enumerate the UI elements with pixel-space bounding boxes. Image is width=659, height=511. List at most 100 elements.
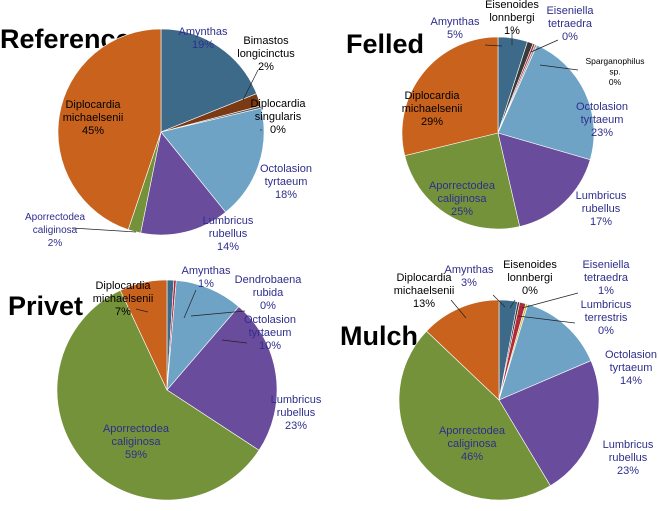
- slice-label-lumbricus-terrestris: Lumbricus terrestris 0%: [581, 299, 632, 337]
- slice-label-line: Eisenoides: [485, 0, 539, 11]
- slice-octolasion-tyrtaeum: [160, 107, 265, 213]
- chart-title: Mulch: [340, 321, 418, 351]
- slice-label-aporrectodea-caliginosa: Aporrectodea caliginosa 25%: [429, 180, 496, 218]
- slice-label-amynthas: Amynthas 3%: [445, 264, 494, 289]
- slice-label-octolasion-tyrtaeum: Octolasion tyrtaeum 23%: [576, 101, 628, 139]
- slice-label-bimastos-longicinctus: Bimastos longicinctus 2%: [237, 35, 295, 73]
- slice-label-diplocardia-michaelsenii: Diplocardia michaelsenii 29%: [402, 90, 463, 128]
- slice-label-dendrobaena-rubida: Dendrobaena rubida 0%: [235, 274, 303, 312]
- slice-label-line: caliginosa: [448, 438, 498, 450]
- slice-label-line: terrestris: [585, 312, 628, 324]
- leader-line: [521, 292, 579, 309]
- pie-reference: Reference Amynthas 19% Bimastos longicinctus…: [0, 24, 312, 253]
- leader-line: [492, 294, 506, 308]
- slice-label-lumbricus-rubellus: Lumbricus rubellus 14%: [203, 215, 254, 253]
- slice-label-line: Aporrectodea: [439, 425, 506, 437]
- slice-label-eisenoides-lonnbergi: Eisenoides lonnbergi 0%: [503, 259, 557, 297]
- slice-label-line: Eisenoides: [503, 259, 557, 271]
- slice-label-line: tyrtaeum: [581, 114, 624, 126]
- slice-label-line: sp.: [609, 67, 620, 77]
- slice-label-line: Lumbricus: [271, 394, 322, 406]
- slice-aporrectodea-caliginosa: [56, 289, 260, 501]
- slice-label-line: Aporrectodea: [25, 212, 85, 223]
- slice-label-aporrectodea-caliginosa: Aporrectodea caliginosa 59%: [103, 423, 170, 461]
- slice-label-line: 25%: [451, 206, 473, 218]
- slice-label-line: 59%: [125, 449, 147, 461]
- slice-label-octolasion-tyrtaeum: Octolasion tyrtaeum 10%: [244, 314, 296, 352]
- leader-line: [242, 69, 259, 101]
- slice-lumbricus-rubellus: [140, 131, 227, 236]
- slice-aporrectodea-caliginosa: [404, 132, 521, 230]
- slice-label-line: Amynthas: [179, 26, 228, 38]
- slice-label-line: 1%: [504, 25, 520, 37]
- slice-label-line: 23%: [285, 420, 307, 432]
- slice-label-line: Eiseniella: [546, 5, 594, 17]
- slice-label-line: Amynthas: [182, 265, 231, 277]
- slice-label-line: rubellus: [609, 452, 648, 464]
- slice-label-line: 23%: [591, 127, 613, 139]
- slice-label-line: Amynthas: [431, 16, 480, 28]
- chart-title: Privet: [8, 291, 83, 321]
- slice-label-line: 2%: [48, 238, 63, 249]
- slice-label-line: Eiseniella: [582, 259, 630, 271]
- slice-label-line: michaelsenii: [394, 285, 455, 297]
- slice-label-octolasion-tyrtaeum: Octolasion tyrtaeum 18%: [260, 163, 312, 201]
- pie-privet: Privet Amynthas 1% Dendrobaena rubida 0%Octol…: [8, 265, 322, 501]
- slice-label-line: 1%: [598, 285, 614, 297]
- slice-label-line: Lumbricus: [581, 299, 632, 311]
- slice-label-line: 0%: [270, 124, 286, 136]
- slice-label-line: 1%: [198, 278, 214, 290]
- slice-amynthas: [160, 28, 257, 133]
- slice-label-line: 0%: [260, 300, 276, 312]
- slice-diplocardia-michaelsenii: [401, 36, 499, 157]
- slice-label-line: lonnbergi: [489, 12, 534, 24]
- slice-label-eisenoides-lonnbergi: Eisenoides lonnbergi 1%: [485, 0, 539, 37]
- slice-lumbricus-rubellus: [166, 306, 278, 451]
- slice-label-line: 0%: [609, 77, 622, 87]
- slice-label-line: 0%: [598, 325, 614, 337]
- slice-label-line: 13%: [413, 298, 435, 310]
- slice-label-line: 19%: [192, 39, 214, 51]
- leader-line: [183, 289, 197, 319]
- slice-label-line: tetraedra: [548, 18, 593, 30]
- slice-label-line: Aporrectodea: [429, 180, 496, 192]
- slice-label-line: tyrtaeum: [265, 176, 308, 188]
- slice-label-line: rubellus: [209, 228, 248, 240]
- slice-diplocardia-michaelsenii: [119, 279, 168, 391]
- slice-label-line: 14%: [620, 375, 642, 387]
- slice-label-diplocardia-michaelsenii: Diplocardia michaelsenii 13%: [394, 272, 455, 310]
- slice-label-diplocardia-michaelsenii: Diplocardia michaelsenii 7%: [93, 280, 154, 318]
- slice-label-line: caliginosa: [438, 193, 488, 205]
- leader-line: [539, 64, 579, 71]
- slice-label-amynthas: Amynthas 5%: [431, 16, 480, 41]
- slice-label-lumbricus-rubellus: Lumbricus rubellus 17%: [576, 190, 627, 228]
- slice-label-line: 46%: [461, 451, 483, 463]
- slice-label-line: Dendrobaena: [235, 274, 303, 286]
- leader-line: [484, 44, 503, 47]
- leader-line: [450, 299, 467, 319]
- chart-title: Felled: [346, 29, 424, 59]
- slice-label-line: lonnbergi: [507, 272, 552, 284]
- slice-label-line: Aporrectodea: [103, 423, 170, 435]
- slice-label-line: Lumbricus: [576, 190, 627, 202]
- leader-line: [530, 39, 559, 53]
- slice-label-line: tyrtaeum: [249, 327, 292, 339]
- slice-label-line: tyrtaeum: [610, 362, 653, 374]
- leader-line: [221, 339, 248, 344]
- slice-diplocardia-michaelsenii: [426, 299, 500, 401]
- slice-label-line: 17%: [590, 216, 612, 228]
- slice-label-line: Diplocardia: [396, 272, 452, 284]
- slice-label-line: 2%: [258, 61, 274, 73]
- slice-label-line: michaelsenii: [63, 112, 124, 124]
- slice-label-lumbricus-rubellus: Lumbricus rubellus 23%: [271, 394, 322, 432]
- slice-aporrectodea-caliginosa: [398, 330, 551, 501]
- slice-label-line: Diplocardia: [404, 90, 460, 102]
- slice-label-line: 7%: [115, 306, 131, 318]
- slice-label-line: Octolasion: [605, 349, 657, 361]
- slice-label-line: 14%: [217, 241, 239, 253]
- slice-label-line: 0%: [522, 285, 538, 297]
- slice-diplocardia-michaelsenii: [57, 28, 162, 231]
